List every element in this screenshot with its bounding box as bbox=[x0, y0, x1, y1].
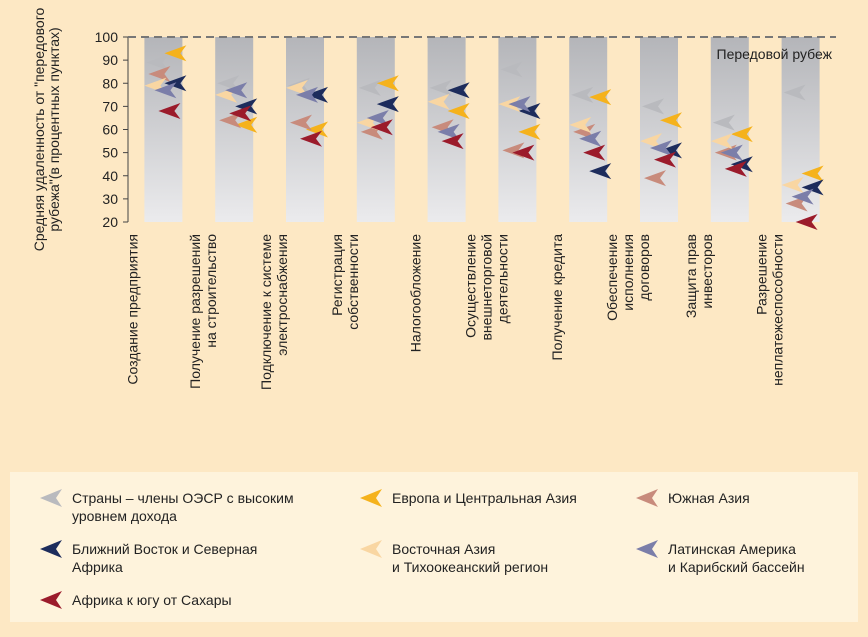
legend-marker bbox=[636, 540, 658, 558]
marker bbox=[781, 177, 804, 193]
legend-panel bbox=[10, 472, 858, 622]
y-tick-label: 20 bbox=[102, 214, 118, 230]
y-tick-label: 70 bbox=[102, 98, 118, 114]
marker bbox=[286, 79, 308, 96]
x-tick-label: Получение разрешенийна строительство bbox=[187, 234, 219, 389]
marker bbox=[583, 144, 606, 161]
marker bbox=[642, 98, 664, 115]
marker bbox=[801, 179, 824, 196]
marker bbox=[724, 160, 747, 177]
marker bbox=[358, 79, 381, 96]
marker bbox=[300, 130, 322, 147]
legend-label: Африка к югу от Сахары bbox=[72, 592, 232, 608]
marker bbox=[158, 103, 181, 119]
column bbox=[215, 37, 254, 222]
x-tick-label: Обеспечениеисполнениядоговоров bbox=[604, 234, 652, 321]
x-tick-label: Получение кредита bbox=[549, 234, 565, 361]
marker bbox=[801, 165, 824, 182]
marker bbox=[164, 45, 187, 62]
marker bbox=[500, 61, 523, 78]
marker bbox=[712, 114, 735, 131]
legend-label: Южная Азия bbox=[668, 490, 750, 506]
marker bbox=[579, 130, 602, 147]
marker bbox=[508, 96, 531, 113]
x-tick-label: Защита правинвесторов bbox=[683, 234, 715, 318]
marker bbox=[441, 133, 464, 150]
x-tick-label: Регистрациясобственности bbox=[329, 234, 361, 330]
marker bbox=[370, 119, 393, 136]
marker bbox=[644, 170, 666, 187]
marker bbox=[429, 79, 452, 96]
legend-label: Страны – члены ОЭСР с высоким уровнем дох… bbox=[72, 490, 294, 524]
marker bbox=[235, 98, 258, 115]
legend-marker bbox=[360, 489, 382, 507]
marker bbox=[437, 123, 460, 140]
y-tick-label: 90 bbox=[102, 52, 118, 68]
marker bbox=[660, 142, 682, 159]
column bbox=[640, 37, 678, 222]
marker bbox=[660, 112, 682, 129]
marker bbox=[720, 144, 743, 161]
marker bbox=[571, 86, 594, 103]
marker bbox=[795, 214, 818, 230]
y-tick-label: 40 bbox=[102, 168, 118, 184]
marker bbox=[154, 82, 177, 99]
column bbox=[710, 37, 749, 222]
y-tick-label: 100 bbox=[95, 29, 119, 45]
marker bbox=[366, 109, 389, 126]
x-tick-label: Осуществлениевнешнеторговойдеятельности bbox=[462, 234, 510, 341]
marker bbox=[512, 144, 535, 161]
legend-marker bbox=[636, 489, 658, 507]
y-axis-label: Средняя удаленность от "передовогорубежа… bbox=[31, 7, 62, 251]
legend-marker bbox=[360, 540, 382, 558]
legend-marker bbox=[40, 489, 62, 507]
marker bbox=[730, 126, 753, 143]
marker bbox=[296, 86, 318, 103]
marker bbox=[306, 121, 328, 138]
x-tick-label: Подключение к системеэлектроснабжения bbox=[258, 234, 290, 390]
marker bbox=[791, 188, 814, 205]
marker bbox=[654, 151, 676, 168]
x-tick-label: Создание предприятия bbox=[124, 234, 140, 385]
marker bbox=[710, 133, 733, 150]
marker bbox=[306, 86, 328, 103]
marker bbox=[589, 89, 612, 106]
legend-label: Латинская Америка и Карибский бассейн bbox=[668, 541, 805, 575]
marker bbox=[219, 112, 242, 129]
legend-label: Восточная Азия и Тихоокеанский регион bbox=[392, 541, 548, 575]
marker bbox=[290, 114, 312, 131]
legend-marker bbox=[40, 540, 62, 558]
marker bbox=[235, 116, 258, 133]
marker bbox=[447, 82, 470, 99]
y-tick-label: 30 bbox=[102, 191, 118, 207]
marker bbox=[148, 66, 171, 82]
marker bbox=[427, 93, 450, 110]
legend-label: Ближний Восток и Северная Африка bbox=[72, 541, 257, 575]
annotation: Передовой рубеж bbox=[717, 46, 833, 62]
x-tick-label: Разрешениенеплатежеспособности bbox=[754, 234, 786, 386]
legend-label: Европа и Центральная Азия bbox=[392, 490, 577, 506]
marker bbox=[225, 82, 248, 99]
marker bbox=[569, 116, 592, 133]
x-tick-label: Налогообложение bbox=[408, 234, 424, 352]
y-tick-label: 60 bbox=[102, 122, 118, 138]
y-tick-label: 80 bbox=[102, 75, 118, 91]
marker bbox=[783, 84, 806, 101]
marker bbox=[376, 96, 399, 113]
marker bbox=[518, 123, 541, 140]
marker bbox=[650, 140, 672, 156]
marker bbox=[589, 163, 612, 180]
marker bbox=[447, 103, 470, 119]
marker bbox=[376, 75, 399, 92]
legend-marker bbox=[40, 591, 62, 609]
marker bbox=[229, 105, 252, 122]
marker bbox=[146, 54, 169, 71]
marker bbox=[640, 133, 662, 150]
y-tick-label: 50 bbox=[102, 145, 118, 161]
